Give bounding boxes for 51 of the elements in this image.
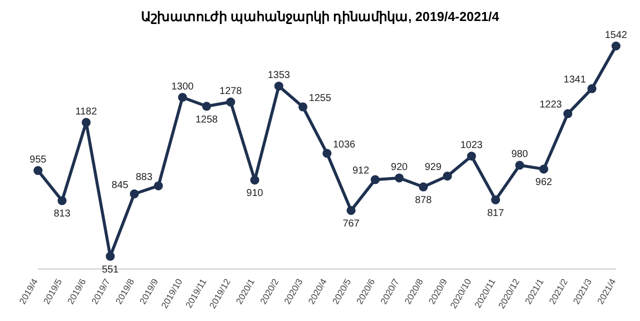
point <box>491 195 500 204</box>
point <box>34 166 42 176</box>
point <box>346 206 356 215</box>
point <box>202 102 212 111</box>
point <box>154 181 163 190</box>
point <box>322 148 332 158</box>
point <box>226 98 236 107</box>
data-label: 980 <box>511 149 528 160</box>
data-label: 767 <box>342 218 360 230</box>
data-label: 878 <box>414 194 432 206</box>
data-label: 845 <box>112 180 129 191</box>
data-label: 910 <box>246 188 264 200</box>
point <box>370 175 380 184</box>
point <box>178 92 187 102</box>
data-label: 962 <box>535 177 553 188</box>
point <box>515 160 524 170</box>
data-label: 955 <box>30 154 47 166</box>
point <box>418 182 428 192</box>
chart-title: Աշխատուժի պահանջարկի դինամիկա, 2019/4-2021/4 <box>140 8 500 26</box>
point <box>106 252 115 261</box>
point <box>587 84 596 94</box>
data-label: 817 <box>487 208 504 219</box>
point <box>563 109 572 118</box>
data-label: 1036 <box>333 139 356 150</box>
point <box>274 82 284 91</box>
data-label: 1341 <box>564 74 586 86</box>
point <box>467 152 476 161</box>
point <box>394 173 404 182</box>
data-label: 1278 <box>220 86 242 98</box>
data-label: 912 <box>352 166 370 177</box>
data-label: 883 <box>136 172 153 183</box>
point <box>539 164 548 174</box>
point <box>130 189 139 198</box>
data-label: 920 <box>390 162 408 173</box>
point <box>442 172 452 181</box>
point <box>298 102 308 112</box>
point <box>58 196 67 206</box>
data-label: 1542 <box>604 30 628 41</box>
data-label: 1255 <box>308 92 332 104</box>
data-label: 551 <box>102 264 120 276</box>
point <box>250 176 260 185</box>
data-label: 1258 <box>195 114 218 126</box>
data-label: 1023 <box>460 140 484 152</box>
data-label: 813 <box>54 208 71 220</box>
data-label: 1182 <box>75 106 98 118</box>
data-label: 929 <box>424 162 442 174</box>
point <box>82 118 91 127</box>
data-label: 1353 <box>268 70 290 82</box>
data-label: 1223 <box>540 100 562 111</box>
point <box>612 42 620 50</box>
data-label: 1300 <box>171 81 194 92</box>
